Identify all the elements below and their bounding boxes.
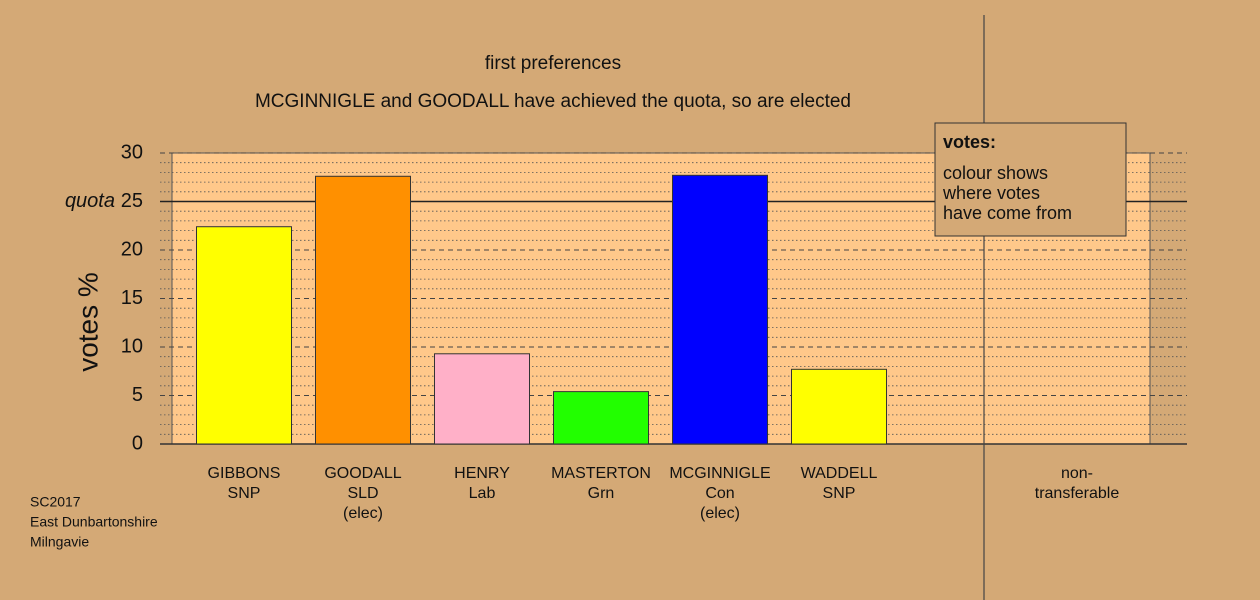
- footnote: East Dunbartonshire: [30, 514, 158, 530]
- legend-text: have come from: [943, 203, 1072, 223]
- y-tick-label: 5: [132, 384, 143, 406]
- bar: [196, 226, 292, 445]
- bar: [315, 175, 411, 445]
- footnote: SC2017: [30, 494, 81, 510]
- x-tick-label: SNP: [823, 485, 856, 502]
- footnote: Milngavie: [30, 534, 89, 550]
- x-tick-label: MCGINNIGLE: [669, 465, 770, 482]
- legend-text: where votes: [942, 183, 1040, 203]
- chart-title: first preferences: [485, 53, 621, 74]
- y-tick-label: 25: [121, 190, 143, 212]
- legend-text: colour shows: [943, 163, 1048, 183]
- x-tick-label: non-: [1061, 465, 1093, 482]
- x-tick-label: transferable: [1035, 485, 1120, 502]
- quota-label: quota: [65, 190, 115, 212]
- x-tick-label: (elec): [343, 505, 383, 522]
- y-tick-label: 10: [121, 335, 143, 357]
- x-tick-label: GOODALL: [324, 465, 401, 482]
- bar: [553, 391, 649, 445]
- x-tick-label: SLD: [347, 485, 378, 502]
- y-tick-label: 15: [121, 287, 143, 309]
- x-tick-label: Grn: [588, 485, 615, 502]
- y-tick-label: 20: [121, 238, 143, 260]
- legend: votes: colour shows where votes have com…: [934, 122, 1127, 237]
- x-tick-label: Con: [705, 485, 734, 502]
- chart-subtitle: MCGINNIGLE and GOODALL have achieved the…: [255, 91, 851, 112]
- x-tick-label: Lab: [469, 485, 496, 502]
- bar: [791, 368, 887, 445]
- x-tick-label: (elec): [700, 505, 740, 522]
- bars: [196, 174, 887, 445]
- x-tick-label: MASTERTON: [551, 465, 651, 482]
- x-tick-label: HENRY: [454, 465, 510, 482]
- y-tick-label: 30: [121, 141, 143, 163]
- y-tick-label: 0: [132, 432, 143, 454]
- x-tick-label: SNP: [228, 485, 261, 502]
- legend-title: votes:: [943, 132, 996, 152]
- bar: [672, 174, 768, 445]
- x-tick-label: GIBBONS: [208, 465, 281, 482]
- legend-box: [934, 122, 1127, 237]
- bar: [434, 353, 530, 445]
- x-tick-label: WADDELL: [801, 465, 878, 482]
- y-axis-label: votes %: [72, 272, 103, 372]
